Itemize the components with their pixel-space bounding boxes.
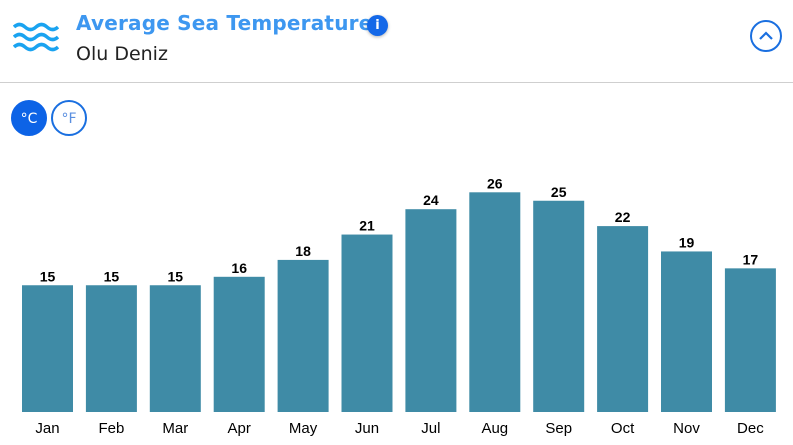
waves-icon — [13, 22, 59, 52]
bar-jun — [341, 234, 393, 412]
bar-mar — [149, 285, 201, 412]
chevron-up-icon — [759, 31, 773, 40]
data-label: 22 — [615, 209, 631, 225]
x-tick-label: Oct — [611, 420, 635, 437]
data-label: 15 — [168, 268, 184, 284]
info-icon[interactable]: i — [367, 15, 388, 36]
x-tick-label: May — [289, 420, 318, 437]
data-label: 15 — [40, 268, 56, 284]
x-tick-label: Feb — [98, 420, 124, 437]
bar-may — [277, 259, 329, 412]
bar-sep — [533, 200, 585, 412]
location-subtitle: Olu Deniz — [76, 43, 168, 65]
x-tick-label: Jun — [355, 420, 379, 437]
data-label: 25 — [551, 184, 567, 200]
x-tick-label: Sep — [545, 420, 572, 437]
data-label: 26 — [487, 175, 503, 191]
x-tick-label: Dec — [737, 420, 764, 437]
x-tick-label: Apr — [228, 420, 251, 437]
data-label: 15 — [104, 268, 120, 284]
bar-oct — [597, 226, 649, 412]
bar-aug — [469, 192, 521, 412]
x-tick-label: Mar — [162, 420, 188, 437]
data-label: 18 — [295, 243, 311, 259]
bar-jan — [22, 285, 73, 412]
data-label: 17 — [743, 251, 759, 267]
data-label: 19 — [679, 234, 695, 250]
bar-dec — [724, 268, 776, 412]
data-label: 21 — [359, 218, 375, 234]
celsius-button[interactable]: °C — [11, 100, 47, 136]
x-tick-label: Aug — [481, 420, 508, 437]
data-label: 16 — [231, 260, 247, 276]
collapse-button[interactable] — [750, 20, 782, 52]
bar-jul — [405, 209, 457, 412]
x-tick-label: Jul — [421, 420, 440, 437]
bar-feb — [85, 285, 137, 412]
bar-apr — [213, 276, 265, 412]
fahrenheit-button[interactable]: °F — [51, 100, 87, 136]
x-tick-label: Jan — [35, 420, 59, 437]
x-tick-label: Nov — [673, 420, 700, 437]
header: Average Sea Temperature Olu Deniz i — [0, 0, 793, 83]
data-label: 24 — [423, 192, 439, 208]
bar-chart: 15 Jan 15 Feb 15 Mar 16 Apr 18 May 21 Jun 24 Jul 26 Aug… — [22, 175, 776, 437]
bar-nov — [661, 251, 712, 412]
page-title: Average Sea Temperature — [76, 11, 373, 35]
